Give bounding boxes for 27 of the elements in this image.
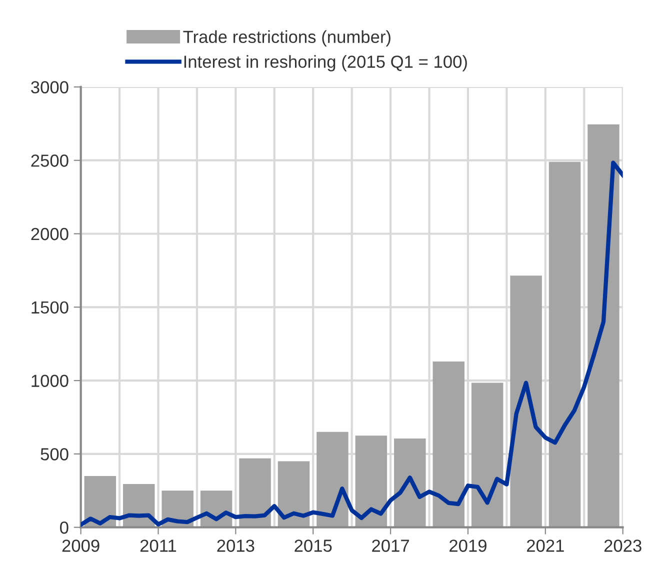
y-tick-label: 1000 bbox=[32, 374, 68, 388]
bar bbox=[548, 162, 581, 528]
legend-label: Trade restrictions (number) bbox=[183, 30, 390, 46]
y-tick-label: 3000 bbox=[31, 81, 68, 94]
y-tick-label: 1500 bbox=[32, 301, 68, 314]
bar bbox=[239, 458, 271, 528]
x-tick-label: 2009 bbox=[62, 540, 100, 552]
y-tick-label: 2500 bbox=[31, 154, 68, 167]
y-tick-label: 2000 bbox=[31, 228, 68, 240]
bar bbox=[432, 361, 464, 528]
bar bbox=[471, 382, 504, 528]
x-tick-label: 2015 bbox=[294, 540, 332, 552]
bar bbox=[588, 124, 620, 528]
x-tick-label: 2019 bbox=[450, 540, 486, 552]
y-tick-label: 500 bbox=[40, 448, 68, 460]
x-tick-label: 2013 bbox=[217, 540, 254, 552]
bar bbox=[394, 438, 426, 528]
bar bbox=[278, 461, 310, 528]
x-tick-label: 2011 bbox=[140, 540, 176, 552]
bar bbox=[510, 276, 542, 528]
legend-label: Interest in reshoring (2015 Q1 = 100) bbox=[184, 55, 467, 72]
bar bbox=[355, 436, 388, 528]
x-tick-label: 2023 bbox=[604, 540, 642, 552]
x-tick-label: 2017 bbox=[372, 540, 409, 552]
bar bbox=[316, 432, 348, 528]
y-tick-label: 0 bbox=[60, 522, 68, 534]
x-tick-label: 2021 bbox=[526, 540, 564, 552]
